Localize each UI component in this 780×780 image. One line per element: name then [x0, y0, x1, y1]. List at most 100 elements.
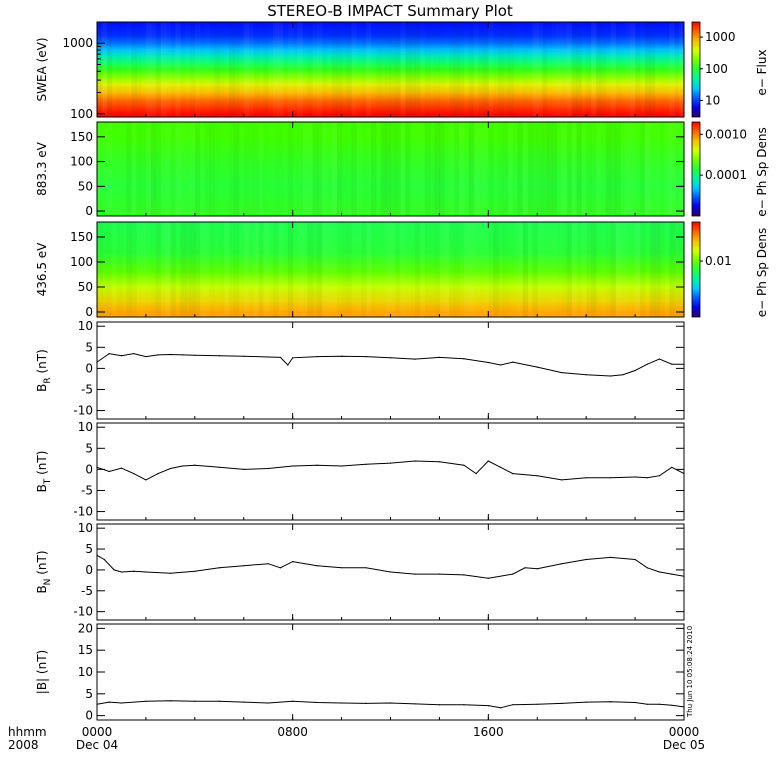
data-point — [316, 464, 318, 466]
data-point — [145, 479, 147, 481]
x-tick-label: 0000 — [82, 725, 113, 739]
colorbar-title-2: e− Ph Sp Dens — [755, 127, 769, 216]
data-point — [671, 704, 673, 706]
y-tick-label: 10 — [78, 420, 93, 434]
series-line-7 — [96, 700, 685, 709]
colorbar-tick-label: 1000 — [705, 30, 736, 44]
data-point — [169, 353, 171, 356]
data-point — [585, 558, 587, 561]
data-point — [389, 571, 392, 573]
y-tick-label: 5 — [85, 340, 93, 354]
data-point — [267, 467, 269, 470]
spectrogram-2 — [97, 122, 684, 216]
x-tick-label: 1600 — [473, 725, 504, 739]
x-tick-label: 0000 — [669, 725, 700, 739]
data-point — [145, 356, 147, 358]
colorbar-tick-label: 0.0010 — [705, 127, 747, 141]
data-point — [108, 701, 110, 703]
data-point — [438, 573, 440, 575]
data-point — [561, 702, 563, 705]
y-axis-label-1: SWEA (eV) — [35, 37, 49, 101]
data-point — [658, 358, 661, 360]
y-axis-label-2: 883.3 eV — [35, 141, 49, 196]
data-point — [292, 561, 294, 563]
data-point — [365, 567, 367, 569]
data-point — [243, 468, 245, 470]
x-tick-label: 0800 — [277, 725, 308, 739]
y-tick-label: 10 — [78, 319, 93, 333]
data-point — [585, 701, 587, 703]
data-point — [194, 570, 196, 572]
generation-timestamp: Thu Jun 10 05:08:24 2010 — [686, 626, 694, 718]
data-point — [634, 476, 636, 478]
data-point — [157, 354, 159, 356]
data-point — [414, 358, 416, 360]
data-point — [658, 475, 661, 477]
y-tick-label: 100 — [70, 155, 93, 169]
data-point — [96, 703, 98, 705]
series-line-5 — [96, 460, 685, 481]
data-point — [634, 369, 636, 372]
data-point — [610, 701, 612, 703]
data-point — [671, 363, 673, 365]
data-point — [622, 374, 624, 376]
data-point — [536, 475, 538, 477]
y-tick-label: 100 — [70, 107, 93, 121]
data-point — [683, 706, 685, 708]
y-tick-label: -5 — [81, 483, 93, 497]
date-start-label: Dec 04 — [76, 738, 118, 752]
data-point — [512, 361, 514, 363]
data-point — [414, 573, 416, 575]
y-tick-label: 5 — [85, 542, 93, 556]
data-point — [438, 704, 440, 706]
panel-5: BT (nT) — [35, 422, 685, 521]
data-point — [646, 363, 648, 365]
data-point — [671, 573, 673, 575]
series-line-6 — [96, 554, 685, 579]
panel-frame-7 — [96, 623, 685, 721]
panel-2: 883.3 eV — [35, 121, 703, 217]
data-point — [341, 465, 343, 467]
data-point — [487, 577, 489, 579]
data-point — [243, 565, 245, 567]
series-line-4 — [96, 353, 684, 377]
data-point — [169, 572, 171, 574]
data-point — [96, 361, 98, 363]
y-axis-label-5: BT (nT) — [35, 451, 53, 493]
data-point — [169, 700, 171, 702]
panel-1: SWEA (eV) — [35, 21, 703, 118]
y-tick-label: 15 — [78, 643, 93, 657]
data-point — [524, 567, 526, 569]
data-point — [610, 477, 612, 479]
panel-3: 436.5 eV — [35, 221, 703, 318]
data-point — [500, 707, 502, 709]
data-point — [487, 705, 489, 707]
y-tick-label: 5 — [85, 441, 93, 455]
colorbar-title-3: e− Ph Sp Dens — [755, 228, 769, 317]
colorbar-3 — [691, 221, 701, 318]
data-point — [292, 700, 294, 702]
colorbar-tick-label: 0.01 — [705, 254, 732, 268]
data-point — [194, 700, 196, 702]
data-point — [292, 465, 294, 467]
data-point — [512, 473, 514, 475]
data-point — [267, 563, 269, 565]
data-point — [658, 703, 661, 705]
data-point — [243, 355, 245, 357]
data-point — [585, 477, 587, 479]
data-point — [438, 461, 440, 463]
data-point — [683, 363, 685, 365]
data-point — [475, 473, 477, 475]
data-point — [96, 554, 98, 556]
colorbar-tick-label: 0.0001 — [705, 168, 747, 182]
colorbar-tick-label: 100 — [705, 62, 728, 76]
y-tick-label: 100 — [70, 255, 93, 269]
data-point — [610, 375, 612, 377]
data-point — [610, 556, 612, 559]
panel-frame-4 — [96, 321, 685, 420]
data-point — [145, 571, 147, 573]
data-point — [218, 466, 220, 468]
panel-frame-5 — [96, 422, 685, 521]
plot-title: STEREO-B IMPACT Summary Plot — [267, 2, 513, 20]
data-point — [365, 356, 367, 358]
